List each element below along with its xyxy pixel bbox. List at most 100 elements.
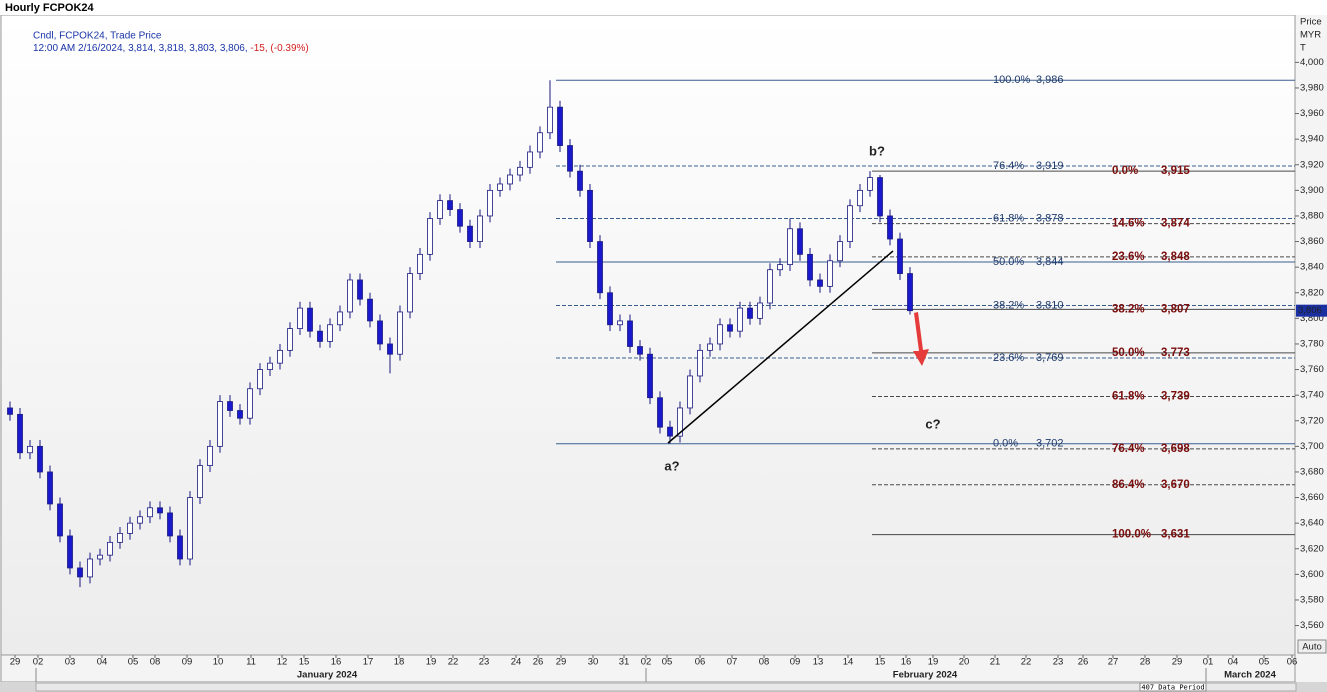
candle-body: [427, 218, 433, 255]
fib-value: 3,874: [1161, 218, 1190, 230]
date-axis: [0, 654, 1296, 683]
candle-body: [617, 320, 623, 326]
x-tick-label: 04: [1228, 657, 1239, 668]
fib-value: 3,915: [1161, 165, 1190, 177]
fib-ratio: 61.8%: [993, 212, 1024, 224]
fib-ratio: 38.2%: [993, 299, 1024, 311]
x-tick-label: 09: [182, 657, 193, 668]
candle-body: [487, 189, 493, 217]
candle-body: [777, 264, 783, 271]
fib-value: 3,986: [1036, 74, 1064, 86]
fib-value: 3,919: [1036, 160, 1064, 172]
candle-body: [337, 311, 343, 326]
fib-ratio: 100.0%: [993, 74, 1031, 86]
x-tick-label: 05: [662, 657, 673, 668]
candle-body: [497, 183, 503, 191]
candle-body: [587, 189, 593, 242]
x-tick-label: 12: [277, 657, 288, 668]
candle-body: [517, 166, 523, 176]
x-tick-label: 16: [901, 657, 912, 668]
candle-body: [147, 507, 153, 518]
fib-ratio: 23.6%: [993, 352, 1024, 364]
y-tick-label: 3,920: [1300, 159, 1324, 170]
x-tick-label: 18: [394, 657, 405, 668]
candle-body: [197, 465, 203, 498]
fib-value: 3,878: [1036, 212, 1064, 224]
x-tick-label: 08: [759, 657, 770, 668]
candle-body: [557, 106, 563, 146]
y-tick-label: 3,660: [1300, 492, 1324, 503]
plot-area: [0, 14, 1296, 656]
candle-body: [627, 320, 633, 347]
candle-body: [17, 413, 23, 454]
fib-value: 3,769: [1036, 352, 1064, 364]
candle-body: [637, 346, 643, 355]
candle-body: [107, 541, 113, 556]
candle-body: [837, 241, 843, 262]
x-tick-label: 28: [1140, 657, 1151, 668]
candle-body: [577, 170, 583, 191]
candle-body: [797, 228, 803, 255]
candle-body: [187, 497, 193, 560]
wave-label: b?: [869, 143, 885, 158]
x-tick-label: 29: [556, 657, 567, 668]
x-tick-label: 06: [1287, 657, 1298, 668]
candle-body: [697, 349, 703, 377]
candle-body: [177, 535, 183, 560]
x-tick-label: 05: [128, 657, 139, 668]
candle-body: [377, 320, 383, 345]
x-tick-label: 22: [1021, 657, 1032, 668]
candle-body: [327, 324, 333, 342]
x-tick-label: 19: [928, 657, 939, 668]
x-tick-label: 03: [65, 657, 76, 668]
x-tick-label: 21: [990, 657, 1001, 668]
fib-ratio: 14.6%: [1112, 218, 1145, 230]
y-tick-label: 3,760: [1300, 364, 1324, 375]
auto-label[interactable]: Auto: [1302, 642, 1322, 653]
candle-body: [257, 369, 263, 390]
candle-body: [57, 503, 63, 537]
last-price-label: 3,806: [1298, 305, 1322, 316]
x-tick-label: 23: [479, 657, 490, 668]
scroll-thumb[interactable]: [35, 682, 1297, 692]
fib-value: 3,807: [1161, 303, 1190, 315]
x-tick-label: 22: [448, 657, 459, 668]
candle-body: [807, 253, 813, 281]
fib-ratio: 0.0%: [993, 438, 1018, 450]
y-tick-label: 3,880: [1300, 210, 1324, 221]
candle-body: [277, 349, 283, 364]
candle-body: [857, 189, 863, 207]
candle-body: [167, 512, 173, 537]
fib-value: 3,739: [1161, 390, 1190, 402]
fib-ratio: 50.0%: [1112, 347, 1145, 359]
y-tick-label: 3,720: [1300, 415, 1324, 426]
legend-change: -15, (-0.39%): [250, 43, 308, 54]
candle-body: [97, 554, 103, 560]
fib-ratio: 76.4%: [993, 160, 1024, 172]
y-tick-label: 3,600: [1300, 569, 1324, 580]
legend-line: 12:00 AM 2/16/2024, 3,814, 3,818, 3,803,…: [33, 43, 309, 54]
candle-body: [507, 174, 513, 185]
candle-body: [407, 273, 413, 313]
candle-body: [677, 407, 683, 437]
candle-body: [227, 401, 233, 411]
x-tick-label: 02: [641, 657, 652, 668]
candle-body: [567, 145, 573, 172]
candle-body: [747, 307, 753, 319]
down-arrow: [913, 312, 929, 366]
month-label: January 2024: [297, 670, 358, 681]
candle-body: [727, 324, 733, 332]
fib-ratio: 38.2%: [1112, 303, 1145, 315]
y-tick-label: 3,560: [1300, 620, 1324, 631]
wave-label: a?: [664, 458, 679, 473]
candle-body: [737, 307, 743, 332]
y-tick-label: 3,840: [1300, 262, 1324, 273]
candle-body: [37, 445, 43, 473]
candle-body: [657, 397, 663, 428]
candle-body: [157, 507, 163, 514]
x-tick-label: 24: [511, 657, 522, 668]
auto-button[interactable]: [1297, 639, 1327, 654]
y-tick-label: 4,000: [1300, 57, 1324, 68]
x-tick-label: 13: [813, 657, 824, 668]
candle-body: [457, 209, 463, 227]
